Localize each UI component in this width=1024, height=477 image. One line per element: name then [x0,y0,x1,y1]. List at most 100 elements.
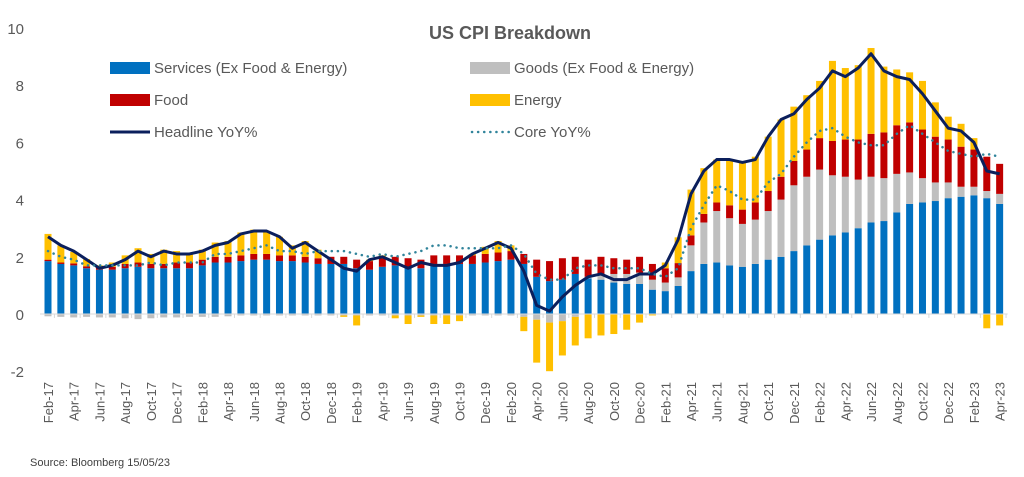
bar-goods-ex-food-energy [700,222,708,264]
x-tick-label: Dec-20 [633,382,648,424]
bar-services-ex-food-energy [738,266,746,314]
bar-energy [134,248,142,263]
bar-services-ex-food-energy [931,201,939,314]
bar-services-ex-food-energy [764,259,772,314]
bar-goods-ex-food-energy [893,173,901,213]
x-tick-label: Feb-22 [813,382,828,423]
bar-goods-ex-food-energy [70,314,78,318]
bar-energy [957,123,965,147]
bar-energy [224,241,232,257]
bar-food [751,202,759,220]
bar-food [404,258,412,267]
bar-energy [738,162,746,210]
bar-energy [430,315,438,325]
bar-food [790,160,798,186]
bar-food [661,268,669,283]
bar-goods-ex-food-energy [790,185,798,252]
bar-energy [494,241,502,253]
bar-energy [275,236,283,256]
bar-energy [391,315,399,319]
bar-services-ex-food-energy [520,263,528,314]
x-tick-label: Oct-21 [761,382,776,421]
bar-services-ex-food-energy [353,268,361,314]
bar-goods-ex-food-energy [931,182,939,202]
bar-goods-ex-food-energy [468,314,476,316]
bar-food [211,256,219,263]
bar-goods-ex-food-energy [571,314,579,317]
bar-energy [250,229,258,254]
bar-food [867,133,875,177]
bar-goods-ex-food-energy [83,314,91,317]
legend-label: Core YoY% [514,124,591,141]
bar-goods-ex-food-energy [456,314,464,316]
bar-services-ex-food-energy [816,239,824,314]
x-tick-label: Jun-20 [555,382,570,422]
bar-services-ex-food-energy [533,276,541,314]
bar-energy [558,321,566,356]
bar-goods-ex-food-energy [173,314,181,318]
x-axis: Feb-17 Apr-17 Jun-17 Aug-17 Oct-17 Dec-17 Feb-… [41,314,1008,424]
bar-services-ex-food-energy [610,282,618,314]
bar-services-ex-food-energy [301,262,309,314]
bar-food [674,263,682,278]
bar-energy [571,316,579,346]
bar-energy [636,314,644,323]
bar-food [494,252,502,262]
bar-food [623,259,631,274]
bar-goods-ex-food-energy [417,314,425,316]
bar-goods-ex-food-energy [880,178,888,222]
bar-services-ex-food-energy [546,281,554,314]
bar-food [353,259,361,269]
x-tick-label: Feb-18 [195,382,210,423]
bar-food [983,156,991,192]
bar-energy [918,80,926,130]
bar-energy [147,253,155,264]
bar-energy [931,102,939,137]
bar-energy [777,119,785,177]
bar-services-ex-food-energy [57,263,65,314]
legend-swatch [470,62,510,74]
bar-goods-ex-food-energy [841,176,849,233]
bar-energy [533,319,541,363]
bar-services-ex-food-energy [250,259,258,314]
bar-services-ex-food-energy [777,256,785,314]
bar-goods-ex-food-energy [147,314,155,319]
bar-goods-ex-food-energy [520,314,528,317]
bar-goods-ex-food-energy [854,179,862,229]
bar-energy [301,241,309,257]
bar-energy [417,315,425,317]
bar-food [893,125,901,174]
x-tick-label: Apr-21 [684,382,699,421]
bar-goods-ex-food-energy [726,218,734,266]
bar-goods-ex-food-energy [353,314,361,316]
bar-energy [983,314,991,329]
bar-energy [288,245,296,256]
source-note: Source: Bloomberg 15/05/23 [30,457,170,469]
bar-energy [185,252,193,263]
bar-energy [700,168,708,214]
x-tick-label: Jun-21 [710,382,725,422]
bar-goods-ex-food-energy [301,314,309,316]
bar-goods-ex-food-energy [558,314,566,322]
bar-services-ex-food-energy [700,263,708,314]
bar-goods-ex-food-energy [494,314,502,316]
bar-energy [211,242,219,257]
bar-food [558,258,566,280]
bar-goods-ex-food-energy [237,314,245,316]
bar-goods-ex-food-energy [957,186,965,197]
bar-food [726,205,734,219]
bar-food [816,138,824,170]
bar-energy [687,189,695,236]
bar-food [340,256,348,264]
bar-services-ex-food-energy [198,265,206,314]
bar-goods-ex-food-energy [713,211,721,263]
bar-services-ex-food-energy [597,279,605,314]
bar-goods-ex-food-energy [597,273,605,280]
bar-food [83,266,91,269]
y-tick-label: 10 [7,21,24,38]
x-tick-label: Jun-19 [401,382,416,422]
x-tick-label: Feb-21 [658,382,673,423]
bar-food [970,149,978,187]
bar-food [237,255,245,262]
